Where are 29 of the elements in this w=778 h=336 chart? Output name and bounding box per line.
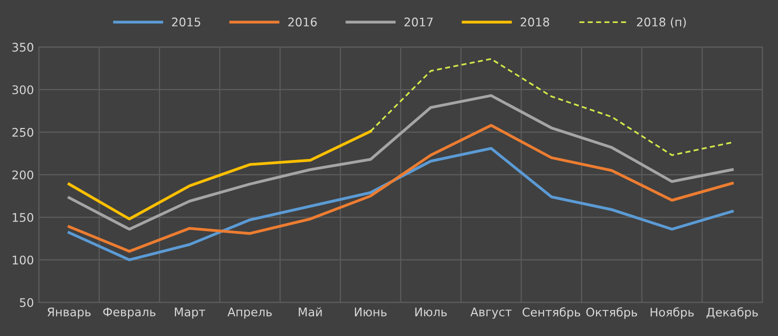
x-tick-label: Апрель xyxy=(227,308,272,319)
x-tick-label: Февраль xyxy=(103,308,156,319)
legend-label: 2017 xyxy=(404,18,433,26)
legend-label: 2018 (п) xyxy=(636,17,686,28)
x-tick-label: Сентябрь xyxy=(522,307,580,319)
y-tick-label: 350 xyxy=(12,42,34,52)
line-series xyxy=(68,146,734,262)
line-series xyxy=(370,58,734,156)
line-series xyxy=(68,94,734,231)
legend-label: 2015 xyxy=(172,18,200,26)
line-series xyxy=(68,124,734,253)
x-tick-label: Март xyxy=(174,308,206,319)
y-tick-label: 100 xyxy=(12,256,34,264)
x-tick-label: Август xyxy=(470,308,512,319)
y-tick-label: 250 xyxy=(12,128,34,137)
x-tick-label: Январь xyxy=(48,308,91,319)
y-tick-label: 50 xyxy=(20,298,34,308)
legend-label: 2016 xyxy=(288,18,317,26)
x-tick-label: Октябрь xyxy=(586,307,638,319)
x-tick-label: Декабрь xyxy=(706,307,758,319)
line-series xyxy=(68,130,372,220)
x-tick-label: Ноябрь xyxy=(650,307,694,319)
y-tick-label: 150 xyxy=(12,213,34,222)
x-tick-label: Июнь xyxy=(354,308,387,316)
y-tick-label: 200 xyxy=(12,170,34,180)
legend-label: 2018 xyxy=(520,18,550,26)
x-tick-label: Июль xyxy=(415,308,447,316)
y-tick-label: 300 xyxy=(12,85,34,94)
x-tick-label: Май xyxy=(298,307,322,316)
